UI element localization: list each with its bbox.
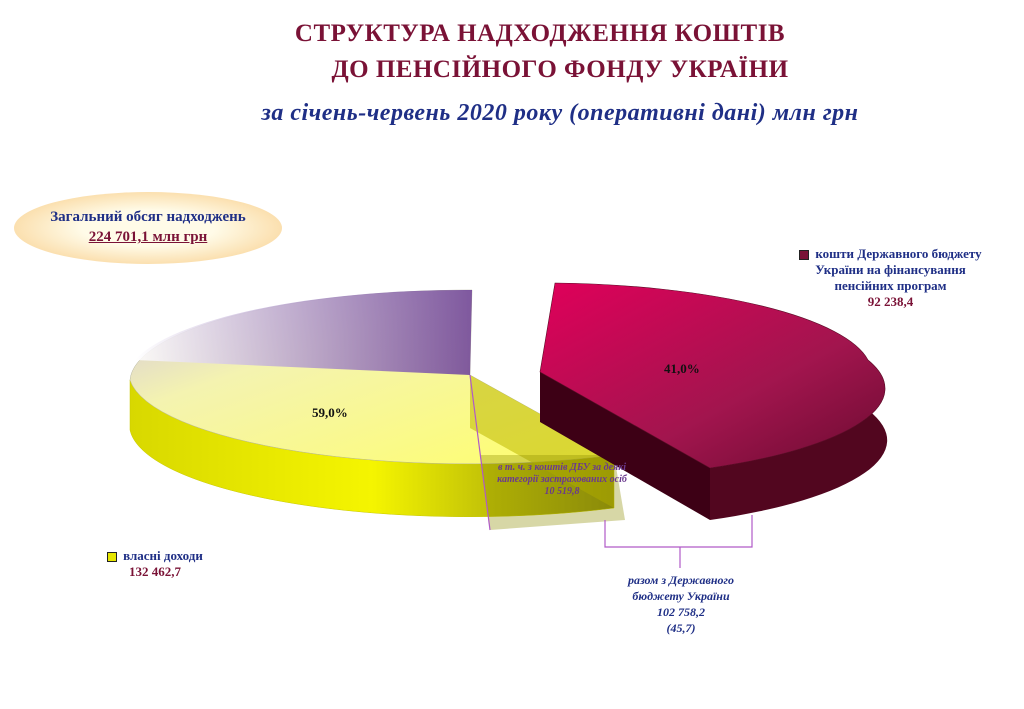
slice-own-inner-face [470,375,614,508]
pct-budget: 41,0% [664,361,700,376]
sum-note: разом з Державного бюджету України 102 7… [606,572,756,636]
legend-budget: кошти Державного бюджету України на фіна… [788,246,993,310]
inner-note-connector [469,374,491,531]
legend-own-swatch [107,552,118,563]
inner-note-label: в т. ч. з коштів ДБУ за деякі категорії … [497,462,627,485]
inner-note: в т. ч. з коштів ДБУ за деякі категорії … [492,462,632,498]
chart-title-line1: СТРУКТУРА НАДХОДЖЕННЯ КОШТІВ [294,20,786,47]
legend-own-value: 132 462,7 [129,564,181,579]
inner-note-value: 10 519,8 [544,486,580,497]
sum-bracket [604,515,753,568]
slice-own-olive-sub [480,455,625,530]
slice-budget-outer-side [710,360,888,520]
legend-budget-value: 92 238,4 [867,294,914,309]
sum-note-value: 102 758,2 [657,605,705,619]
slice-own-purple-overlay [135,289,472,375]
pct-own: 59,0% [312,405,348,420]
total-label: Загальний обсяг надходжень [50,209,246,225]
slice-budget-top [539,282,886,469]
legend-budget-swatch [799,250,810,261]
chart-title-line2: ДО ПЕНСІЙНОГО ФОНДУ УКРАЇНИ [331,56,789,83]
legend-own: власні доходи 132 462,7 [80,548,230,580]
slice-budget-side [540,372,710,520]
total-badge [14,192,282,264]
total-value: 224 701,1 млн грн [88,229,208,245]
sum-note-label: разом з Державного бюджету України [628,573,734,603]
sum-note-pct: (45,7) [666,621,696,635]
chart-subtitle: за січень-червень 2020 року (оперативні … [261,100,859,126]
legend-own-label: власні доходи [123,548,203,563]
total-text: Загальний обсяг надходжень 224 701,1 млн… [14,207,282,247]
legend-budget-label: кошти Державного бюджету України на фіна… [815,246,982,293]
